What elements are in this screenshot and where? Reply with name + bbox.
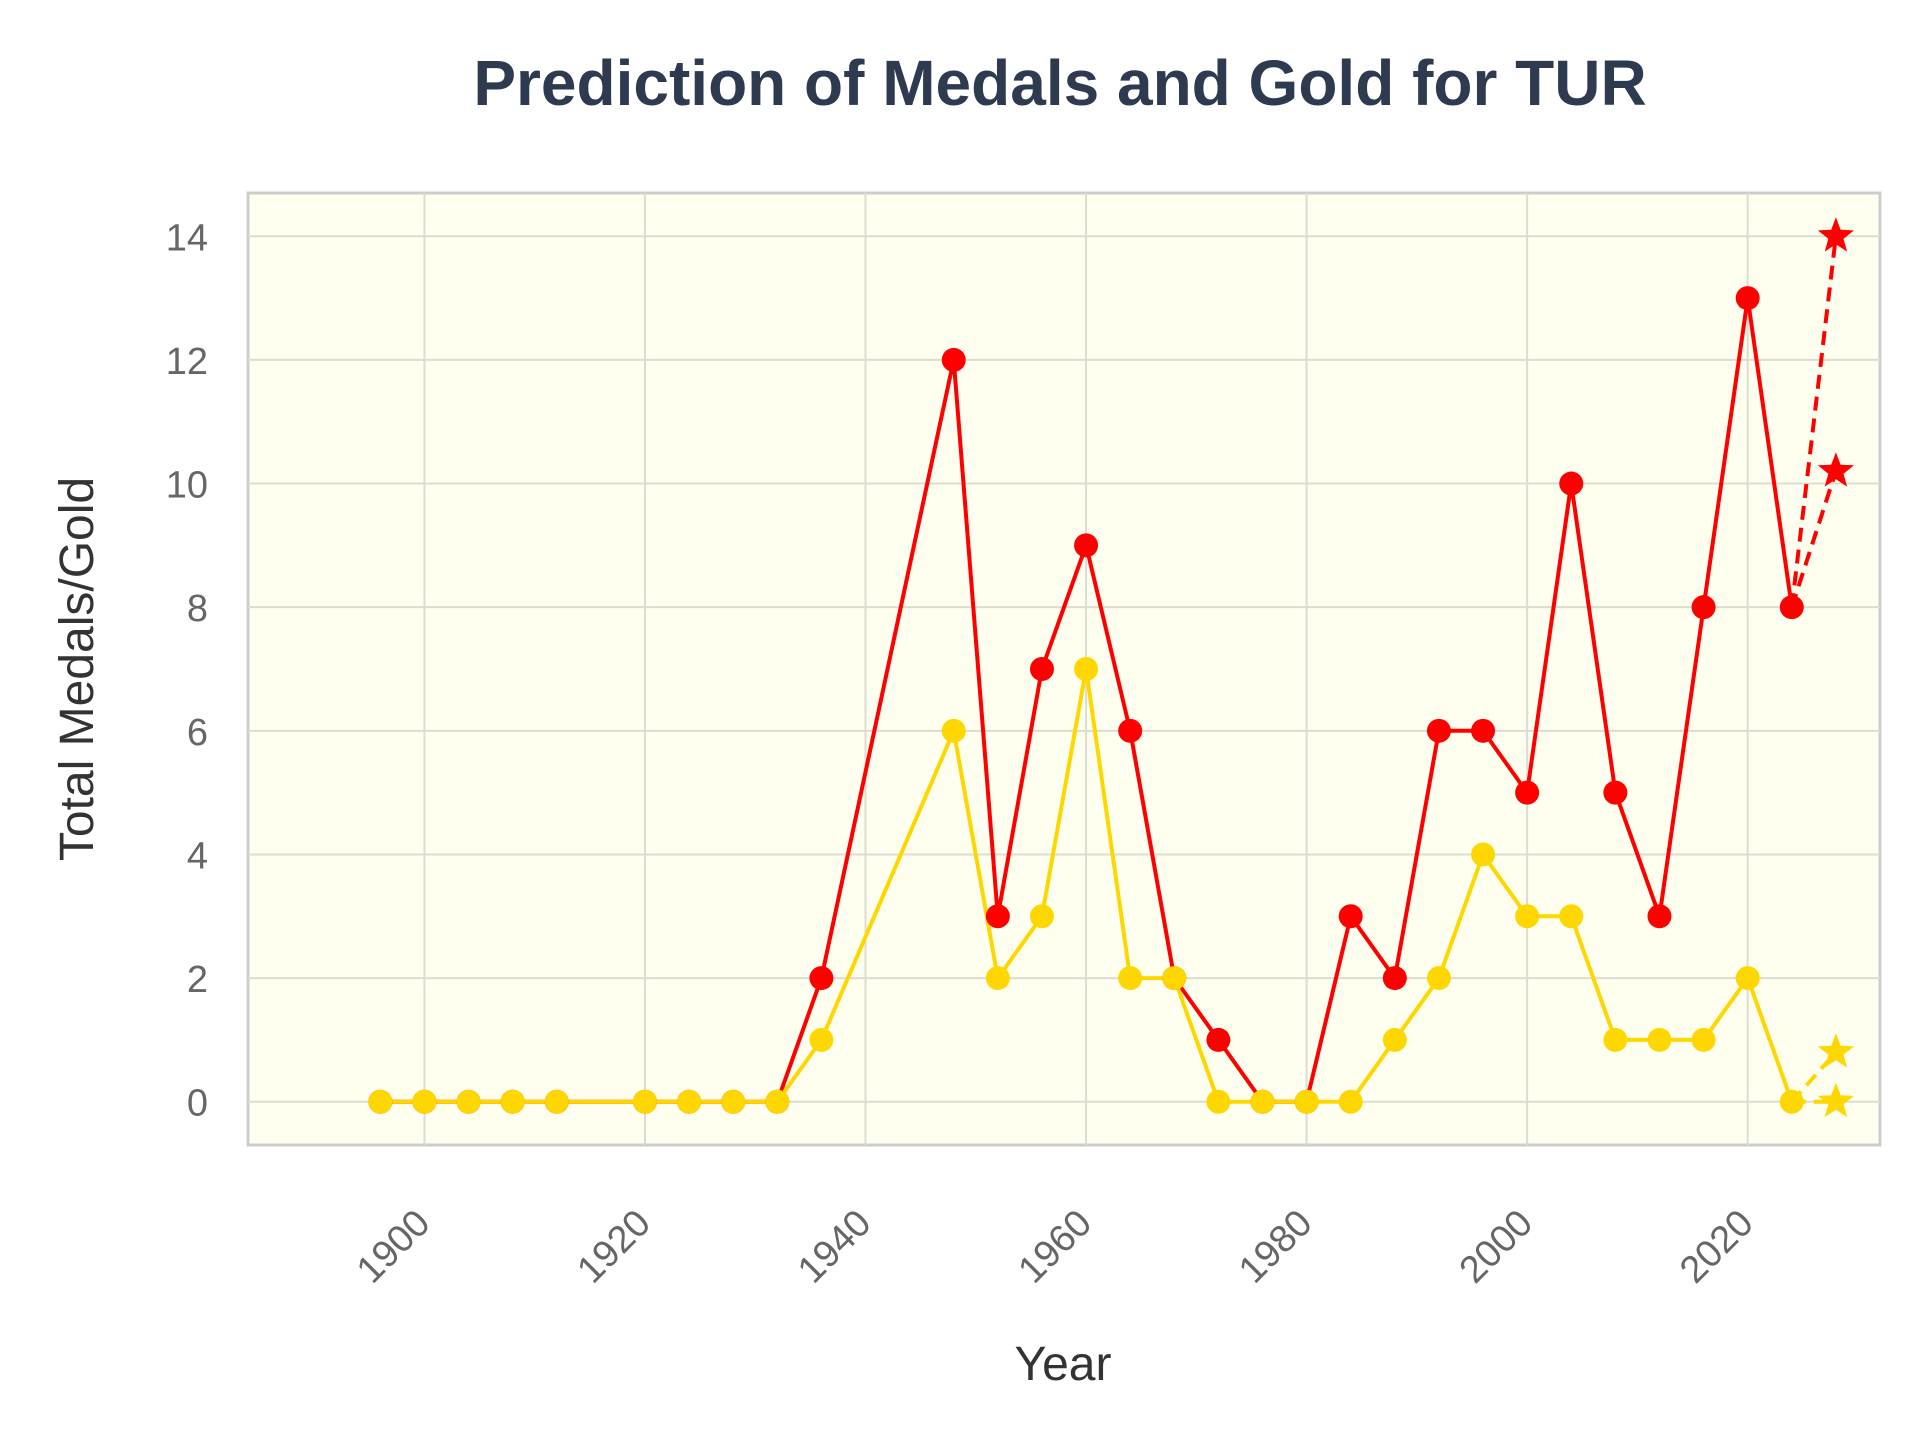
series-point-1: [1691, 1027, 1716, 1052]
series-point-1: [1118, 966, 1143, 991]
x-tick-label: 1920: [569, 1202, 658, 1291]
prediction-line: [1789, 236, 1838, 608]
series-point-1: [1294, 1089, 1319, 1114]
x-tick-label: 2020: [1672, 1202, 1761, 1291]
series-point-0: [809, 966, 834, 991]
series-point-0: [985, 904, 1010, 929]
series-point-1: [809, 1027, 834, 1052]
series-point-1: [412, 1089, 437, 1114]
prediction-star-marker: [1817, 217, 1854, 252]
series-point-0: [1735, 286, 1760, 311]
series-point-0: [1426, 718, 1451, 743]
series-point-1: [1074, 657, 1099, 681]
chart-title: Prediction of Medals and Gold for TUR: [473, 47, 1646, 119]
series-point-0: [1647, 904, 1672, 929]
x-tick-label: 1940: [790, 1202, 879, 1291]
grid: [248, 193, 1880, 1145]
series-point-1: [941, 718, 966, 743]
series-point-1: [1338, 1089, 1363, 1114]
series-point-1: [677, 1089, 702, 1114]
x-tick-label: 1980: [1231, 1202, 1320, 1291]
series-point-1: [765, 1089, 790, 1114]
series-point-1: [1382, 1027, 1407, 1052]
y-tick-label: 8: [187, 588, 208, 630]
x-tick-label: 2000: [1452, 1202, 1541, 1291]
y-tick-label: 0: [187, 1083, 208, 1125]
series-point-0: [1603, 780, 1628, 805]
y-axis-ticks: 0 2 4 6 8 10 12 14: [166, 217, 208, 1124]
y-tick-label: 10: [166, 465, 208, 507]
series-point-1: [1559, 904, 1584, 929]
series-point-1: [500, 1089, 525, 1114]
series-point-0: [1074, 533, 1099, 558]
x-tick-label: 1960: [1011, 1202, 1100, 1291]
series-point-0: [1382, 966, 1407, 991]
series-point-1: [1250, 1089, 1275, 1114]
series-point-0: [941, 347, 966, 372]
series-point-0: [1515, 780, 1540, 805]
series-point-1: [456, 1089, 481, 1114]
series-point-1: [1471, 842, 1496, 867]
series-point-1: [1162, 966, 1187, 991]
y-tick-label: 14: [166, 217, 208, 259]
series-point-1: [632, 1089, 657, 1114]
series-point-1: [1206, 1089, 1231, 1114]
series-point-0: [1779, 595, 1804, 620]
series-point-1: [721, 1089, 746, 1114]
series-point-0: [1029, 657, 1054, 681]
series-line-1: [380, 667, 1794, 1104]
series-point-1: [1779, 1089, 1804, 1114]
series-point-1: [544, 1089, 569, 1114]
series-point-0: [1559, 471, 1584, 496]
series-point-1: [1603, 1027, 1628, 1052]
series-point-0: [1338, 904, 1363, 929]
prediction-star-marker: [1817, 452, 1854, 487]
plot-area: [246, 191, 1882, 1147]
series-point-1: [1647, 1027, 1672, 1052]
series-point-0: [1471, 718, 1496, 743]
series-point-1: [1735, 966, 1760, 991]
y-axis-label: Total Medals/Gold: [51, 477, 104, 861]
x-axis-label: Year: [1015, 1338, 1112, 1391]
y-tick-label: 6: [187, 712, 208, 754]
series-layer: [368, 217, 1854, 1118]
prediction-line: [1789, 470, 1838, 608]
y-tick-label: 4: [187, 835, 208, 877]
series-point-1: [1029, 904, 1054, 929]
y-tick-label: 2: [187, 959, 208, 1001]
series-point-1: [368, 1089, 393, 1114]
y-tick-label: 12: [166, 341, 208, 383]
series-point-1: [1515, 904, 1540, 929]
x-axis-ticks: 1900 1920 1940 1960 1980 2000 2020: [349, 1202, 1762, 1291]
series-point-1: [1426, 966, 1451, 991]
series-point-0: [1691, 595, 1716, 620]
x-tick-label: 1900: [349, 1202, 438, 1291]
series-point-1: [985, 966, 1010, 991]
prediction-star-marker: [1817, 1033, 1854, 1068]
series-point-0: [1118, 718, 1143, 743]
series-point-0: [1206, 1027, 1231, 1052]
prediction-star-marker: [1817, 1082, 1854, 1118]
